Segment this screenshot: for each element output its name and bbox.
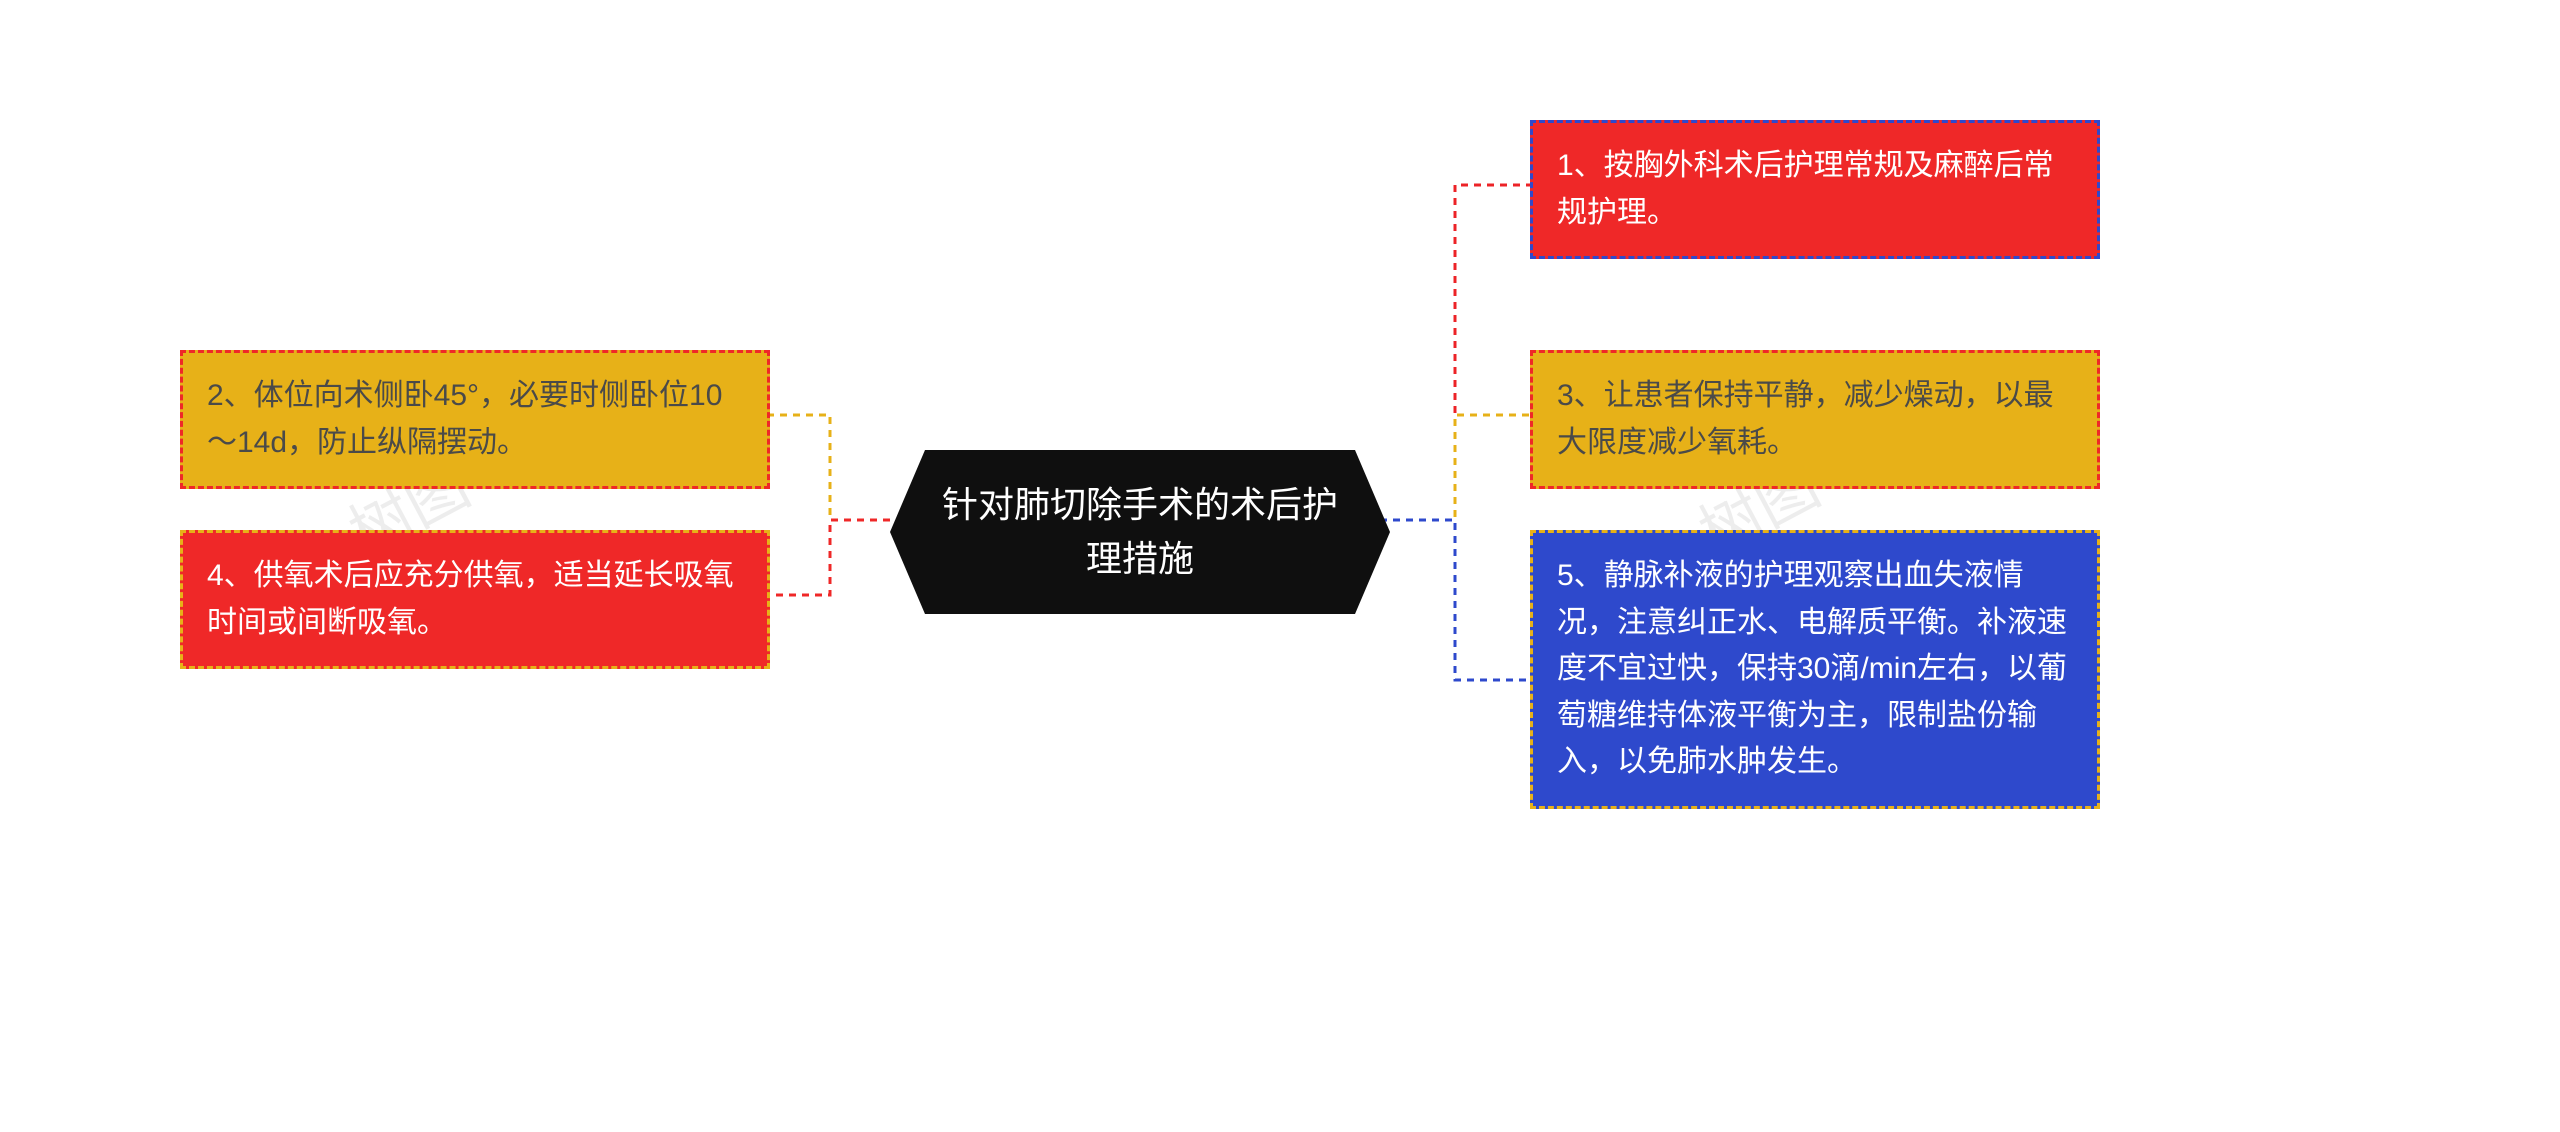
node-4: 4、供氧术后应充分供氧，适当延长吸氧时间或间断吸氧。	[180, 530, 770, 669]
center-title: 针对肺切除手术的术后护理措施	[942, 484, 1338, 579]
node-text: 3、让患者保持平静，减少燥动，以最大限度减少氧耗。	[1557, 379, 2054, 459]
node-1: 1、按胸外科术后护理常规及麻醉后常规护理。	[1530, 120, 2100, 259]
connector-right	[1380, 120, 1540, 840]
node-text: 4、供氧术后应充分供氧，适当延长吸氧时间或间断吸氧。	[207, 559, 734, 639]
node-text: 5、静脉补液的护理观察出血失液情况，注意纠正水、电解质平衡。补液速度不宜过快，保…	[1557, 559, 2067, 778]
node-text: 1、按胸外科术后护理常规及麻醉后常规护理。	[1557, 149, 2054, 229]
center-node: 针对肺切除手术的术后护理措施	[890, 450, 1390, 614]
node-3: 3、让患者保持平静，减少燥动，以最大限度减少氧耗。	[1530, 350, 2100, 489]
connector-left	[770, 350, 900, 690]
node-text: 2、体位向术侧卧45°，必要时侧卧位10～14d，防止纵隔摆动。	[207, 379, 722, 459]
node-2: 2、体位向术侧卧45°，必要时侧卧位10～14d，防止纵隔摆动。	[180, 350, 770, 489]
node-5: 5、静脉补液的护理观察出血失液情况，注意纠正水、电解质平衡。补液速度不宜过快，保…	[1530, 530, 2100, 809]
